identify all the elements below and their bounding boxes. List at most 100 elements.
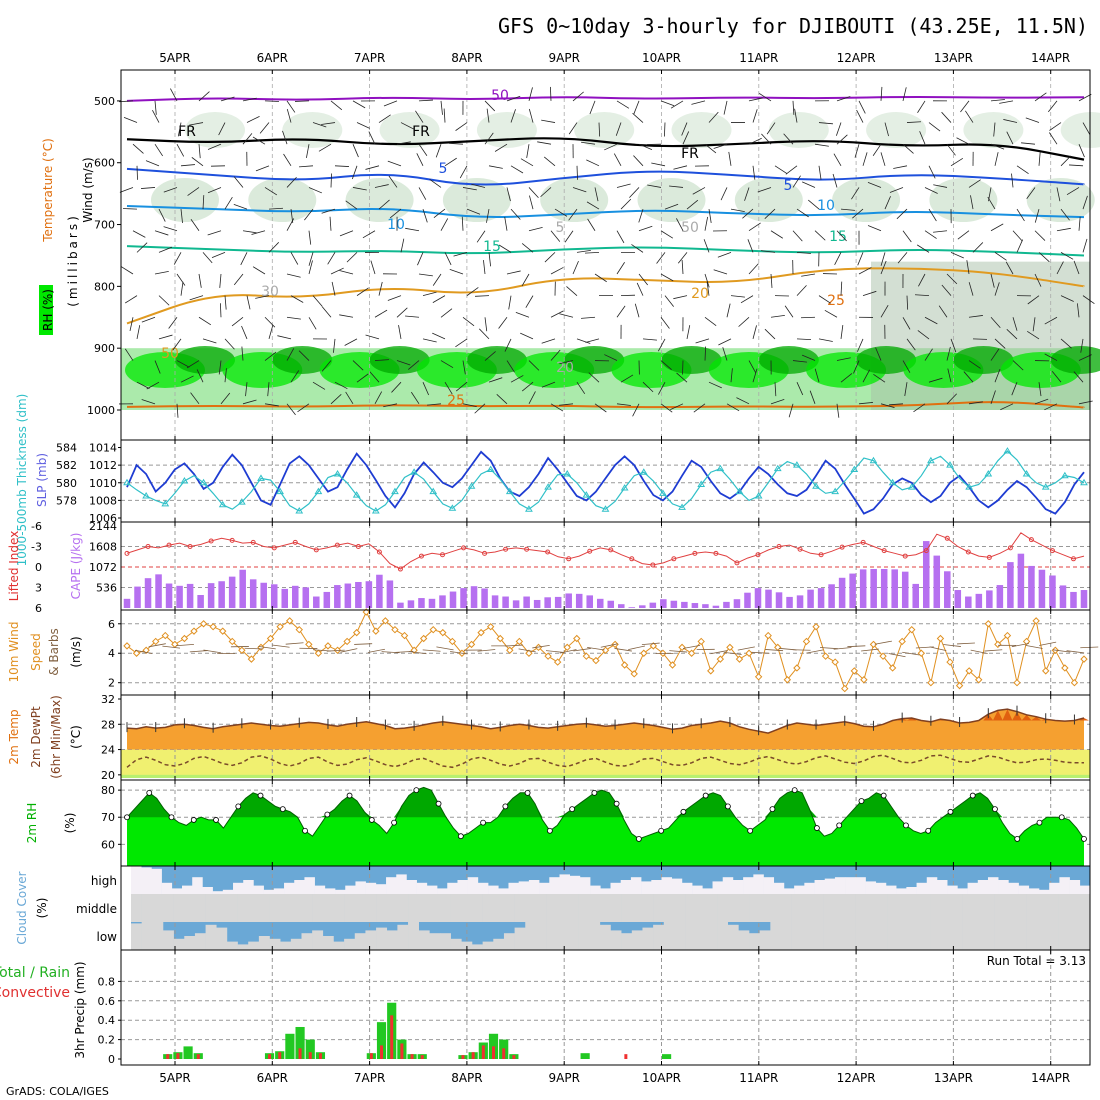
wind-barb bbox=[264, 403, 279, 407]
cloud-cell-high bbox=[916, 882, 928, 894]
rh-point bbox=[1036, 819, 1043, 826]
wind-barb bbox=[748, 360, 757, 374]
wind-barb bbox=[1056, 227, 1071, 232]
wind-barb bbox=[177, 122, 182, 137]
wind-barb bbox=[642, 338, 657, 341]
cloud-cell-low bbox=[461, 941, 473, 950]
thickness-point bbox=[486, 465, 495, 473]
cloud-cell-low bbox=[557, 922, 569, 950]
wind-speed-point bbox=[946, 658, 954, 666]
cloud-cell-low bbox=[1047, 922, 1059, 950]
rh-blob bbox=[282, 112, 343, 148]
wind-barb bbox=[862, 369, 870, 383]
wind-barb bbox=[604, 354, 618, 361]
wind-barb bbox=[483, 260, 486, 275]
wind-barb bbox=[704, 143, 717, 154]
wind-barb bbox=[1027, 295, 1040, 305]
wind-barb bbox=[498, 244, 512, 253]
wind-barb bbox=[550, 267, 564, 275]
wind-barb bbox=[1044, 353, 1058, 361]
wind-barb bbox=[330, 267, 344, 275]
cloud-cell-high bbox=[661, 877, 673, 894]
wind-speed-point bbox=[802, 637, 811, 646]
wind-barb bbox=[444, 252, 452, 266]
wind-barb bbox=[190, 219, 200, 231]
rh-blob bbox=[758, 346, 819, 374]
cloud-cell-low bbox=[908, 922, 920, 950]
wind-barb bbox=[946, 273, 958, 285]
wind-barb bbox=[370, 260, 376, 275]
wind-barb bbox=[334, 381, 348, 390]
cloud-cell-high bbox=[549, 877, 560, 894]
rh-point bbox=[925, 827, 932, 834]
cape-bar bbox=[291, 585, 299, 608]
temp-hot-fill bbox=[906, 717, 917, 721]
lifted-index-point bbox=[671, 556, 677, 562]
cape-bar bbox=[733, 599, 741, 608]
wind-barb bbox=[122, 208, 138, 210]
wind-barb bbox=[586, 201, 600, 210]
wind-barb bbox=[176, 360, 190, 368]
cloud-cell-middle bbox=[194, 894, 206, 922]
wind-barb bbox=[929, 646, 947, 652]
wind-barb bbox=[218, 360, 222, 375]
wind-barb bbox=[1082, 195, 1088, 210]
wind-barb bbox=[818, 122, 833, 125]
lifted-index-point bbox=[755, 552, 761, 558]
contour-label: 25 bbox=[827, 293, 845, 309]
wind-barb bbox=[834, 252, 842, 266]
wind-barb bbox=[418, 273, 433, 277]
cloud-cell-middle bbox=[440, 894, 451, 922]
thickness-point bbox=[639, 468, 648, 475]
date-tick-bottom: 13APR bbox=[934, 1071, 973, 1085]
wind-barb bbox=[818, 338, 833, 342]
wind-barb bbox=[264, 351, 277, 361]
wind-barb bbox=[231, 316, 244, 327]
wind-barb bbox=[422, 649, 441, 652]
wind-speed-point bbox=[975, 676, 983, 684]
wind-speed-point bbox=[735, 655, 744, 663]
cloud-cell-middle bbox=[706, 894, 718, 922]
wind-barb bbox=[172, 338, 182, 351]
wind-speed-point bbox=[209, 623, 217, 631]
wind-barb bbox=[508, 295, 512, 310]
rh-blob bbox=[1050, 346, 1100, 374]
wind-barb bbox=[191, 157, 204, 167]
wind-speed-point bbox=[1013, 678, 1021, 687]
thickness-point bbox=[180, 477, 189, 484]
wind-speed-point bbox=[630, 670, 638, 678]
wind-barb bbox=[180, 209, 183, 224]
wind-barb bbox=[928, 208, 937, 222]
wind-barb bbox=[994, 338, 1006, 349]
cape-bar bbox=[859, 569, 867, 608]
wind-barb bbox=[132, 143, 144, 154]
wind-speed-point bbox=[1022, 637, 1031, 646]
lifted-index-point bbox=[187, 544, 193, 549]
panel-labels: 5APR 5APR 6APR 6APR 7APR 7APR 8APR 8APR 9APR 9APR… bbox=[0, 51, 1070, 1085]
wind-barb bbox=[484, 132, 494, 145]
wind-barb bbox=[389, 208, 402, 219]
cloud-cell-middle bbox=[951, 894, 963, 922]
wind-barb bbox=[941, 111, 952, 123]
wind-barb bbox=[245, 382, 248, 397]
wind-barb bbox=[673, 295, 688, 300]
wind-barb bbox=[740, 295, 754, 304]
cloud-cell-high bbox=[202, 887, 213, 894]
cloud-cell-middle bbox=[482, 894, 494, 922]
contour-label: 50 bbox=[161, 346, 179, 362]
rh-point bbox=[858, 798, 865, 804]
cape-bar bbox=[228, 576, 236, 608]
precip-ylabel: 3hr Precip (mm) bbox=[73, 961, 87, 1058]
wind-barb bbox=[747, 239, 754, 253]
wind-barb bbox=[559, 649, 577, 654]
cloud-cell-high bbox=[620, 880, 632, 894]
wind-barb bbox=[836, 403, 840, 418]
temp-ylabel-2: 2m DewPt bbox=[29, 706, 43, 768]
wind-barb bbox=[818, 295, 831, 304]
wind-barb bbox=[968, 315, 983, 318]
wind-barb bbox=[365, 334, 380, 340]
cape-bar bbox=[901, 571, 909, 608]
wind-barb bbox=[391, 381, 402, 393]
wind-barb bbox=[987, 196, 996, 210]
contour-label: 50 bbox=[491, 88, 509, 104]
